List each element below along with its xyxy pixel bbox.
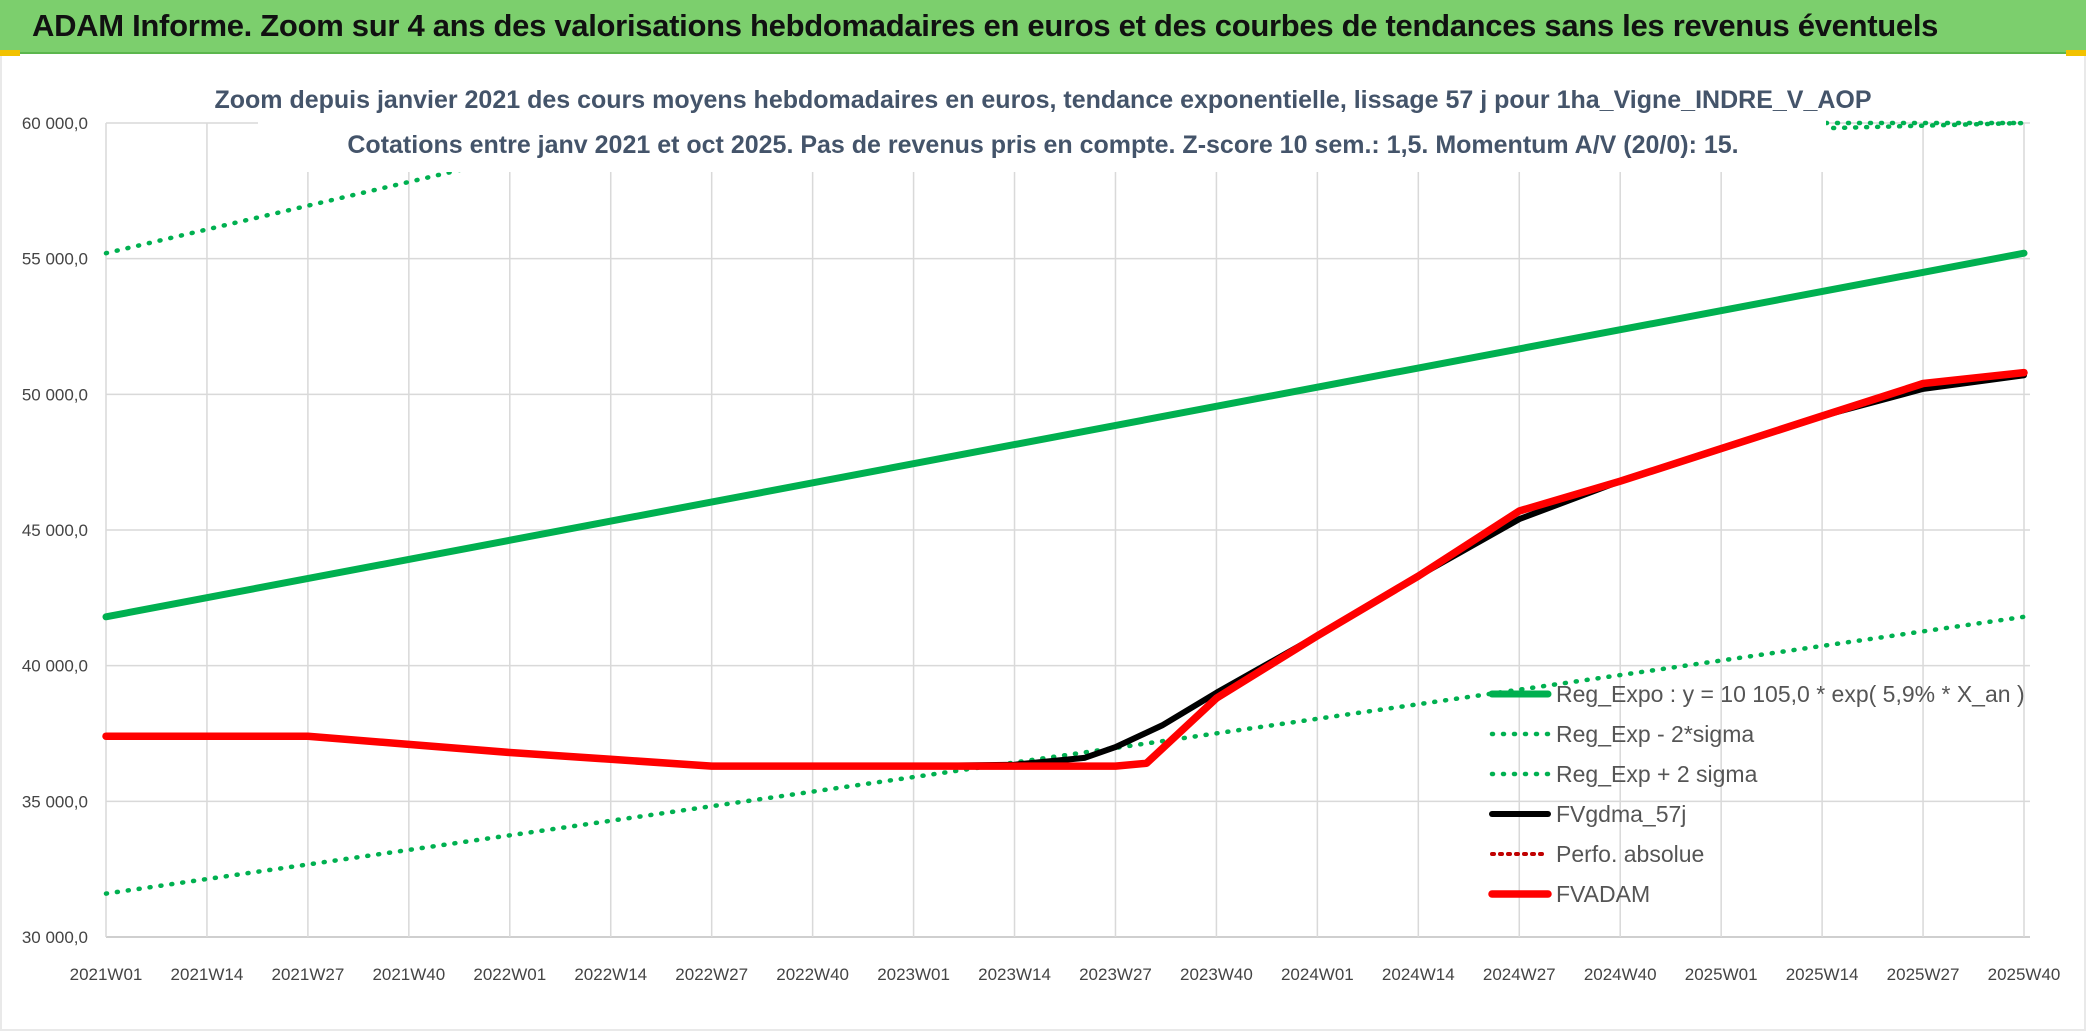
chart-titles: Zoom depuis janvier 2021 des cours moyen…	[214, 76, 1872, 172]
legend-label: FVADAM	[1556, 881, 1650, 907]
x-tick-label: 2024W14	[1382, 965, 1455, 984]
x-tick-label: 2023W40	[1180, 965, 1253, 984]
y-tick-label: 40 000,0	[22, 657, 88, 676]
x-tick-label: 2022W27	[675, 965, 748, 984]
y-tick-label: 35 000,0	[22, 792, 88, 811]
y-tick-label: 60 000,0	[22, 114, 88, 133]
banner-accent-right	[2066, 50, 2086, 56]
banner-accent-left	[0, 50, 20, 56]
title-background	[258, 76, 1826, 172]
x-axis-ticks: 2021W01 2021W14 2021W27 2021W40 2022W01 2022W…	[70, 965, 2061, 984]
banner-title: ADAM Informe. Zoom sur 4 ans des valoris…	[32, 8, 1939, 43]
legend-label: FVgdma_57j	[1556, 801, 1686, 827]
chart-subtitle: Cotations entre janv 2021 et oct 2025. P…	[347, 131, 1738, 159]
x-tick-label: 2023W27	[1079, 965, 1152, 984]
y-tick-label: 55 000,0	[22, 250, 88, 269]
gridlines	[105, 122, 2030, 938]
x-tick-label: 2021W01	[70, 965, 143, 984]
legend-label: Perfo. absolue	[1556, 841, 1704, 867]
legend-label: Reg_Expo : y = 10 105,0 * exp( 5,9% * X_…	[1556, 681, 2025, 707]
x-tick-label: 2023W14	[978, 965, 1051, 984]
x-tick-label: 2024W01	[1281, 965, 1354, 984]
series-line-trend	[102, 249, 2028, 621]
y-axis-ticks: 30 000,0 35 000,0 40 000,0 45 000,0 50 000,0…	[22, 114, 88, 947]
x-tick-label: 2021W40	[372, 965, 445, 984]
x-tick-label: 2024W40	[1584, 965, 1657, 984]
x-tick-label: 2021W14	[171, 965, 244, 984]
series-line-fvadam	[102, 368, 2028, 770]
series-line-band	[103, 614, 2027, 896]
series-lines	[102, 120, 2028, 896]
x-tick-label: 2021W27	[272, 965, 345, 984]
x-tick-label: 2025W40	[1988, 965, 2061, 984]
title-banner: ADAM Informe. Zoom sur 4 ans des valoris…	[0, 0, 2086, 54]
legend-label: Reg_Exp + 2 sigma	[1556, 761, 1758, 787]
y-tick-label: 45 000,0	[22, 521, 88, 540]
legend: Reg_Expo : y = 10 105,0 * exp( 5,9% * X_…	[1488, 681, 2025, 907]
y-tick-label: 50 000,0	[22, 385, 88, 404]
x-tick-label: 2022W40	[776, 965, 849, 984]
x-tick-label: 2022W14	[574, 965, 647, 984]
x-tick-label: 2024W27	[1483, 965, 1556, 984]
x-tick-label: 2025W27	[1887, 965, 1960, 984]
series-line-band	[103, 120, 2027, 256]
x-tick-label: 2022W01	[473, 965, 546, 984]
x-tick-label: 2025W01	[1685, 965, 1758, 984]
y-tick-label: 30 000,0	[22, 928, 88, 947]
legend-label: Reg_Exp - 2*sigma	[1556, 721, 1754, 747]
chart-title: Zoom depuis janvier 2021 des cours moyen…	[214, 86, 1871, 114]
x-tick-label: 2023W01	[877, 965, 950, 984]
x-tick-label: 2025W14	[1786, 965, 1859, 984]
